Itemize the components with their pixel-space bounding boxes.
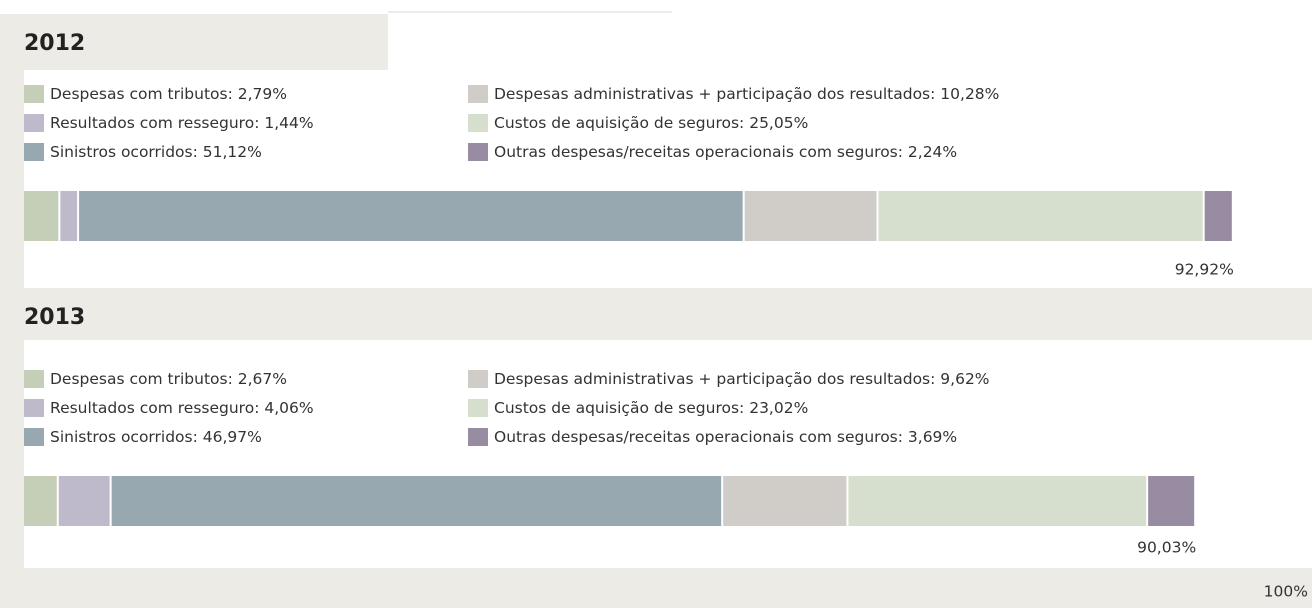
legend-value: 10,28% [940, 85, 999, 103]
panel [24, 70, 1312, 288]
legend-name: Outras despesas/receitas operacionais co… [494, 428, 898, 446]
legend-label: Sinistros ocorridos: 51,12% [50, 143, 262, 161]
legend-swatch [468, 143, 488, 161]
legend-label: Despesas administrativas + participação … [494, 85, 999, 103]
legend-swatch [468, 114, 488, 132]
legend-label: Resultados com resseguro: 4,06% [50, 399, 314, 417]
legend-separator: : [739, 114, 749, 132]
legend-name: Outras despesas/receitas operacionais co… [494, 143, 898, 161]
bar-segment [58, 476, 110, 526]
legend-label: Sinistros ocorridos: 46,97% [50, 428, 262, 446]
legend-value: 3,69% [908, 428, 957, 446]
legend-swatch [24, 428, 44, 446]
legend-separator: : [193, 143, 203, 161]
legend-value: 9,62% [940, 370, 989, 388]
bar-segment [24, 191, 59, 241]
background [388, 0, 1312, 70]
legend-value: 25,05% [749, 114, 808, 132]
total-label: 92,92% [1175, 261, 1234, 279]
legend-swatch [24, 85, 44, 103]
bar-segment [744, 191, 877, 241]
legend-label: Custos de aquisição de seguros: 25,05% [494, 114, 808, 132]
bar-segment [1204, 191, 1232, 241]
legend-label: Despesas com tributos: 2,79% [50, 85, 287, 103]
bar-segment [79, 191, 743, 241]
legend-separator: : [930, 85, 940, 103]
legend-label: Outras despesas/receitas operacionais co… [494, 143, 957, 161]
legend-swatch [24, 114, 44, 132]
legend-value: 2,79% [238, 85, 287, 103]
legend-value: 46,97% [203, 428, 262, 446]
bar-segment [848, 476, 1147, 526]
legend-name: Sinistros ocorridos [50, 143, 193, 161]
legend-separator: : [898, 143, 908, 161]
legend-name: Custos de aquisição de seguros [494, 399, 739, 417]
legend-label: Despesas com tributos: 2,67% [50, 370, 287, 388]
bar-segment [24, 476, 57, 526]
legend-value: 51,12% [203, 143, 262, 161]
legend-value: 2,67% [238, 370, 287, 388]
total-label: 90,03% [1137, 539, 1196, 557]
bar-segment [60, 191, 78, 241]
chart-title: 2012 [24, 31, 85, 56]
legend-swatch [24, 399, 44, 417]
legend-name: Sinistros ocorridos [50, 428, 193, 446]
legend-separator: : [228, 85, 238, 103]
bar-segment [111, 476, 722, 526]
legend-name: Despesas com tributos [50, 370, 228, 388]
legend-swatch [468, 85, 488, 103]
legend-separator: : [254, 399, 264, 417]
bar-segment [878, 191, 1203, 241]
bar-segment [723, 476, 847, 526]
panel [24, 340, 1312, 568]
legend-swatch [24, 370, 44, 388]
legend-swatch [468, 399, 488, 417]
legend-name: Custos de aquisição de seguros [494, 114, 739, 132]
legend-name: Resultados com resseguro [50, 399, 254, 417]
legend-separator: : [898, 428, 908, 446]
chart-title: 2013 [24, 305, 85, 330]
legend-label: Custos de aquisição de seguros: 23,02% [494, 399, 808, 417]
legend-name: Despesas administrativas + participação … [494, 85, 930, 103]
legend-label: Resultados com resseguro: 1,44% [50, 114, 314, 132]
legend-swatch [468, 428, 488, 446]
legend-value: 2,24% [908, 143, 957, 161]
legend-separator: : [254, 114, 264, 132]
bar-segment [1148, 476, 1195, 526]
legend-value: 4,06% [264, 399, 313, 417]
legend-swatch [24, 143, 44, 161]
legend-separator: : [930, 370, 940, 388]
legend-label: Outras despesas/receitas operacionais co… [494, 428, 957, 446]
legend-name: Despesas com tributos [50, 85, 228, 103]
x-tick-label: 100% [1264, 583, 1308, 601]
legend-label: Despesas administrativas + participação … [494, 370, 990, 388]
legend-name: Despesas administrativas + participação … [494, 370, 930, 388]
legend-value: 1,44% [264, 114, 313, 132]
legend-value: 23,02% [749, 399, 808, 417]
legend-swatch [468, 370, 488, 388]
legend-separator: : [228, 370, 238, 388]
legend-separator: : [739, 399, 749, 417]
legend-name: Resultados com resseguro [50, 114, 254, 132]
legend-separator: : [193, 428, 203, 446]
